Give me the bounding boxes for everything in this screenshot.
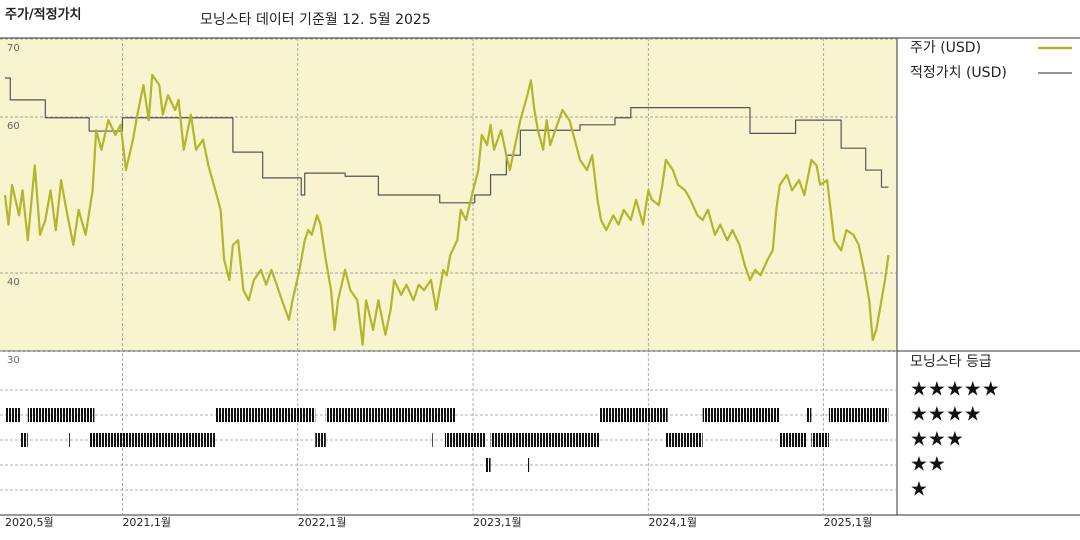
rating-period: [806, 408, 812, 422]
chart-title: 주가/적정가치: [5, 7, 82, 23]
rating-period: [20, 433, 28, 447]
rating-period: [68, 433, 70, 447]
x-tick-label: 2023,1월: [473, 516, 522, 529]
rating-period: [215, 408, 316, 422]
rating-period: [811, 433, 829, 447]
x-tick-label: 2020,5월: [5, 516, 54, 529]
rating-period: [779, 433, 807, 447]
rating-legend-label: ★★: [910, 452, 946, 476]
rating-period: [665, 433, 703, 447]
y-tick-label: 70: [7, 43, 20, 54]
rating-legend-label: ★: [910, 477, 928, 501]
rating-period: [702, 408, 780, 422]
series-line: [3, 73, 890, 346]
rating-period: [828, 408, 889, 422]
plot-background: [0, 38, 897, 351]
rating-period: [490, 433, 600, 447]
chart-subtitle: 모닝스타 데이터 기준월 12. 5월 2025: [200, 12, 431, 28]
rating-legend-label: ★★★★★: [910, 377, 1000, 401]
rating-period: [325, 408, 456, 422]
x-tick-label: 2022,1월: [298, 516, 347, 529]
series-line: [5, 77, 889, 204]
x-tick-label: 2024,1월: [648, 516, 697, 529]
rating-period: [315, 433, 326, 447]
rating-period: [5, 408, 21, 422]
rating-period: [27, 408, 95, 422]
rating-legend-label: ★★★: [910, 427, 964, 451]
y-tick-label: 30: [7, 355, 20, 366]
x-tick-label: 2025,1월: [824, 516, 873, 529]
rating-legend-label: ★★★★: [910, 402, 982, 426]
y-tick-label: 40: [7, 277, 20, 288]
rating-period: [444, 433, 486, 447]
y-tick-label: 60: [7, 121, 20, 132]
x-tick-label: 2021,1월: [122, 516, 171, 529]
legend-label: 주가 (USD): [910, 40, 981, 56]
rating-title: 모닝스타 등급: [910, 354, 992, 370]
rating-period: [527, 458, 530, 472]
rating-period: [430, 433, 433, 447]
rating-period: [89, 433, 216, 447]
rating-period: [599, 408, 668, 422]
legend-label: 적정가치 (USD): [910, 65, 1007, 81]
rating-period: [485, 458, 491, 472]
